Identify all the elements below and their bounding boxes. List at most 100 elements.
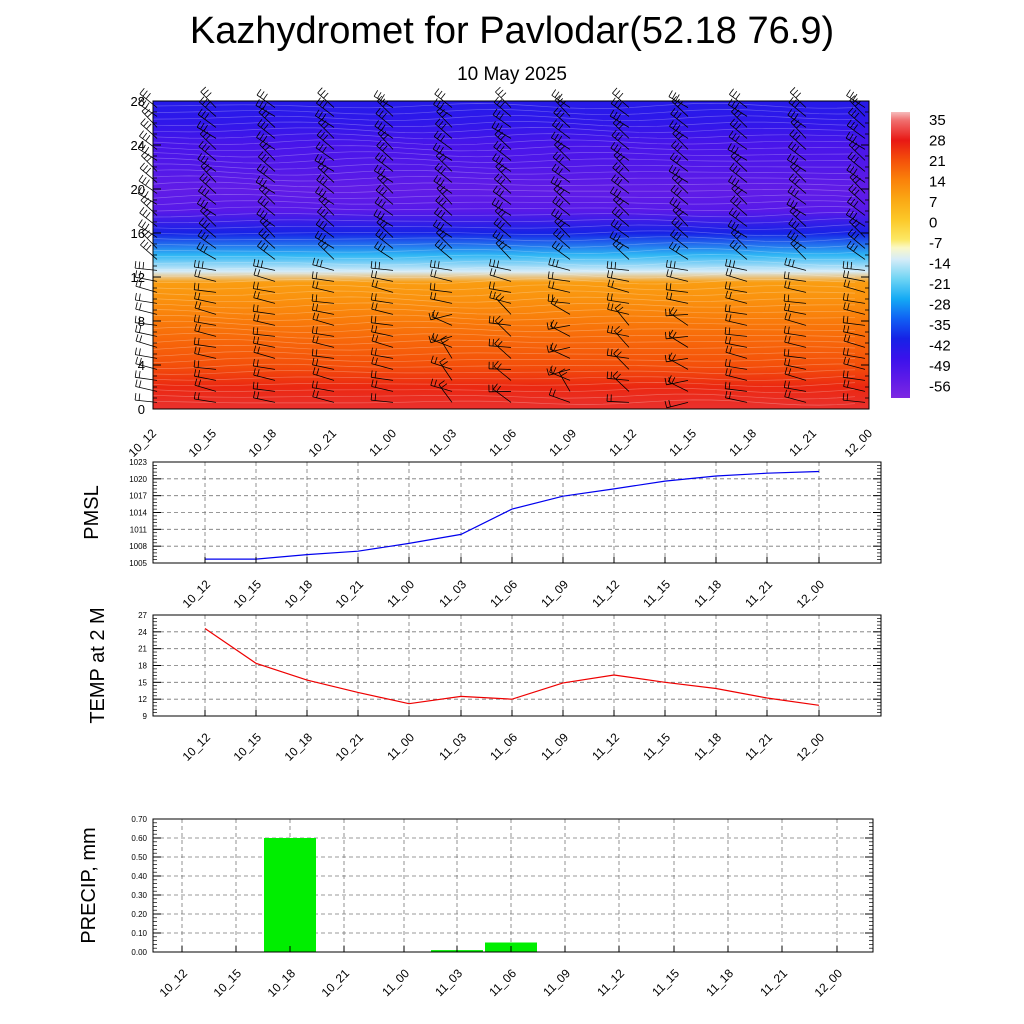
wind-barb-shaft (727, 149, 748, 161)
wind-barb-flag (728, 337, 731, 345)
wind-barb-flag (253, 290, 256, 298)
wind-barb-shaft (550, 182, 571, 194)
wind-barb-flag (135, 356, 138, 364)
wind-barb-flag (258, 151, 264, 158)
wind-barb-flag (557, 180, 562, 187)
wind-barb-shaft (671, 222, 689, 238)
wind-barb-flag (614, 326, 620, 332)
wind-barb-flag (203, 124, 208, 132)
wind-barb-flag (728, 382, 731, 390)
wind-barb-flag (193, 337, 196, 345)
wind-barb-flag (614, 261, 617, 269)
wind-barb-flag (559, 233, 565, 240)
wind-barb-flag (734, 186, 740, 192)
wind-barb-flag (790, 111, 796, 118)
wind-barb-flag (134, 393, 137, 401)
wind-barb-flag (560, 371, 568, 377)
wind-barb-flag (606, 348, 609, 356)
wind-barb-shaft (611, 211, 630, 227)
wind-barb-flag (493, 141, 499, 148)
wind-barb-flag (783, 348, 786, 356)
wind-barb-flag (731, 221, 736, 229)
isotherm-line (152, 284, 856, 291)
wind-barb-flag (433, 260, 436, 268)
wind-barb-flag (139, 357, 142, 365)
wind-barb-shaft (138, 148, 158, 161)
x-tick-label: 11_15 (640, 730, 673, 763)
wind-barb-flag (144, 109, 151, 115)
wind-barb-flag (312, 335, 315, 343)
wind-barb-flag (437, 90, 443, 97)
wind-barb-flag (731, 145, 736, 152)
wind-barb-shaft (614, 330, 630, 348)
wind-barb-flag (498, 201, 503, 209)
wind-barb-flag (197, 315, 200, 323)
wind-barb-shaft (488, 368, 512, 370)
wind-barb-flag (671, 377, 676, 384)
wind-barb-shaft (371, 267, 394, 271)
wind-barb-flag (314, 230, 320, 238)
x-tick-label: 11_00 (384, 577, 417, 610)
wind-barb-flag (434, 356, 438, 364)
wind-barb-flag (428, 312, 432, 320)
wind-barb-flag (263, 200, 269, 207)
wind-barb-flag (311, 271, 314, 279)
wind-barb-flag (193, 360, 196, 368)
wind-barb-flag (438, 121, 444, 127)
wind-barb-shaft (256, 169, 276, 183)
isotherm-line (152, 109, 856, 116)
wind-barb-flag (848, 107, 854, 114)
wind-barb-flag (554, 91, 560, 98)
wind-barb-flag (795, 134, 801, 141)
x-tick-label: 10_18 (282, 730, 316, 764)
wind-barb-flag (675, 208, 682, 214)
wind-barb-shaft (197, 114, 217, 128)
wind-barb-flag (558, 168, 563, 175)
wind-barb-flag (260, 121, 266, 128)
wind-barb-flag (676, 234, 682, 241)
wind-barb-flag (315, 186, 320, 193)
precip-bar (264, 838, 316, 952)
wind-barb-shaft (729, 123, 748, 139)
wind-barb-flag (665, 331, 667, 339)
wind-barb-shaft (194, 266, 217, 271)
isotherm-line (152, 345, 856, 351)
wind-barb-flag (320, 90, 326, 96)
wind-barb-shaft (843, 399, 866, 403)
wind-barb-shaft (259, 144, 276, 161)
wind-barb-flag (558, 200, 564, 207)
isotherm-line (152, 320, 855, 327)
wind-barb-flag (550, 131, 556, 138)
wind-barb-flag (204, 145, 210, 152)
wind-barb-flag (556, 231, 562, 237)
isotherm-line (152, 338, 856, 345)
wind-barb-flag (548, 257, 551, 265)
wind-barb-flag (256, 382, 259, 390)
wind-barb-flag (139, 88, 145, 95)
wind-barb-flag (428, 335, 432, 343)
x-tick-label: 11_18 (691, 730, 724, 763)
wind-barb-flag (378, 154, 384, 161)
wind-barb-shaft (491, 203, 512, 216)
wind-barb-flag (439, 102, 445, 109)
wind-barb-shaft (438, 384, 453, 403)
wind-barb-flag (430, 291, 433, 299)
wind-barb-shaft (371, 363, 394, 370)
wind-barb-flag (316, 258, 319, 266)
x-tick-label: 12_00 (812, 966, 846, 1000)
wind-barb-flag (489, 258, 492, 266)
wind-barb-flag (262, 142, 268, 148)
wind-barb-flag (553, 228, 559, 235)
isotherm-line (152, 242, 856, 249)
wind-barb-shaft (371, 386, 394, 392)
wind-barb-flag (374, 293, 377, 301)
wind-barb-flag (436, 144, 441, 152)
wind-barb-flag (793, 157, 799, 165)
isotherm-line (152, 254, 856, 261)
wind-barb-shaft (848, 112, 866, 128)
wind-barb-flag (729, 88, 734, 95)
wind-barb-flag (546, 345, 549, 353)
wind-barb-shaft (672, 133, 689, 150)
wind-barb-flag (724, 281, 727, 289)
wind-barb-flag (675, 94, 680, 101)
